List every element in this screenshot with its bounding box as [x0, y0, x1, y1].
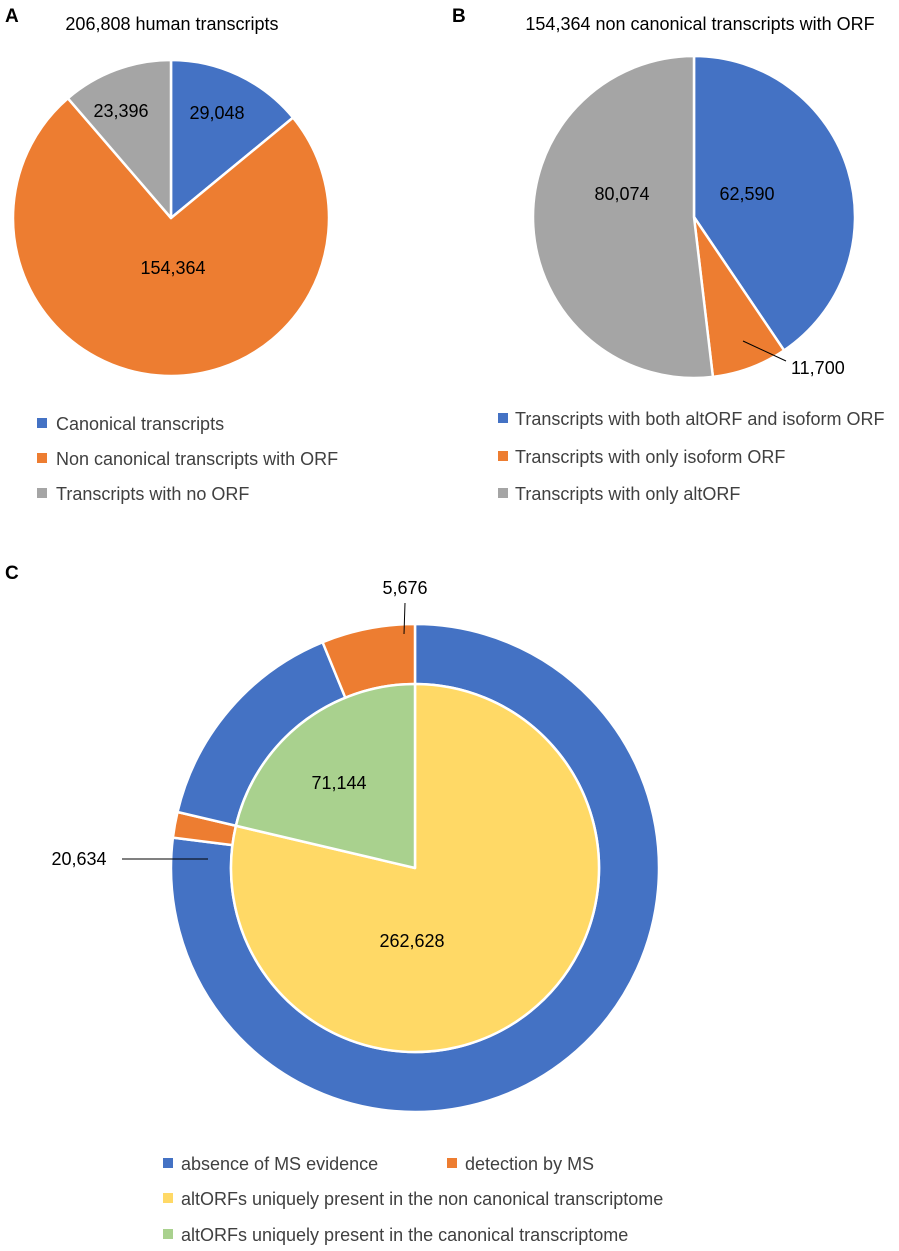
legend-c-swatch-0: [163, 1158, 173, 1168]
pie-a-data-label-0: 29,048: [189, 103, 244, 123]
panel-c: 262,628 71,144 5,676 20,634 absence of MS e…: [51, 578, 663, 1245]
pie-b-data-label-1: 11,700: [791, 358, 845, 378]
legend-a-swatch-1: [37, 453, 47, 463]
legend-c-label-3: altORFs uniquely present in the canonica…: [181, 1225, 628, 1245]
pie-c-inner-slice-0: [229, 682, 601, 1054]
panel-letter-c: C: [5, 563, 19, 584]
panel-b-title: 154,364 non canonical transcripts with O…: [525, 14, 874, 34]
pie-a-slice-0: [169, 58, 295, 220]
panel-letter-a: A: [5, 6, 19, 27]
pie-b-slice-2: [531, 54, 715, 380]
legend-c: absence of MS evidence detection by MS a…: [163, 1154, 663, 1245]
panel-b: 154,364 non canonical transcripts with O…: [498, 14, 884, 504]
pie-a-slices: [11, 58, 331, 378]
legend-b-swatch-2: [498, 488, 508, 498]
legend-a-swatch-2: [37, 488, 47, 498]
pie-a-slice-1: [11, 97, 331, 378]
pie-a-data-label-1: 154,364: [140, 258, 205, 278]
pie-c-outer-ring: [169, 622, 661, 1114]
legend-a-swatch-0: [37, 418, 47, 428]
pie-a-data-label-2: 23,396: [93, 101, 148, 121]
pie-c-data-label-outer-1: 5,676: [382, 578, 427, 598]
pie-a-slice-2: [66, 58, 173, 220]
pie-c-inner-pie: [229, 682, 601, 1054]
legend-a-label-0: Canonical transcripts: [56, 414, 224, 434]
pie-a-labels: 29,048 154,364 23,396: [93, 101, 244, 278]
legend-c-swatch-2: [163, 1193, 173, 1203]
legend-c-label-2: altORFs uniquely present in the non cano…: [181, 1189, 663, 1209]
pie-c-labels: 262,628 71,144 5,676 20,634: [51, 578, 444, 951]
pie-c-data-label-outer-3: 20,634: [51, 849, 106, 869]
panel-letter-b: B: [452, 6, 466, 27]
pie-b-slice-0: [692, 54, 857, 352]
pie-c-data-label-inner-0: 262,628: [379, 931, 444, 951]
legend-c-label-1: detection by MS: [465, 1154, 594, 1174]
legend-a-label-2: Transcripts with no ORF: [56, 484, 249, 504]
pie-b-data-label-2: 80,074: [594, 184, 649, 204]
pie-c-leader-line-top: [403, 602, 406, 635]
legend-c-swatch-3: [163, 1229, 173, 1239]
legend-b-swatch-0: [498, 413, 508, 423]
legend-b: Transcripts with both altORF and isoform…: [498, 409, 884, 504]
pie-c-data-label-inner-1: 71,144: [311, 773, 366, 793]
legend-b-label-1: Transcripts with only isoform ORF: [515, 447, 785, 467]
legend-b-swatch-1: [498, 451, 508, 461]
pie-b-leader-line: [742, 340, 787, 362]
legend-a: Canonical transcripts Non canonical tran…: [37, 414, 338, 504]
legend-b-label-2: Transcripts with only altORF: [515, 484, 740, 504]
legend-a-label-1: Non canonical transcripts with ORF: [56, 449, 338, 469]
panel-a-title: 206,808 human transcripts: [65, 14, 278, 34]
legend-c-swatch-1: [447, 1158, 457, 1168]
pie-b-slices: [531, 54, 857, 380]
legend-b-label-0: Transcripts with both altORF and isoform…: [515, 409, 884, 429]
pie-c-inner-slice-1: [234, 682, 417, 870]
legend-c-label-0: absence of MS evidence: [181, 1154, 378, 1174]
pie-b-data-label-0: 62,590: [719, 184, 774, 204]
panel-a: 206,808 human transcripts 29,048154,3642…: [11, 14, 338, 504]
pie-b-labels: 62,590 11,700 80,074: [594, 184, 844, 378]
